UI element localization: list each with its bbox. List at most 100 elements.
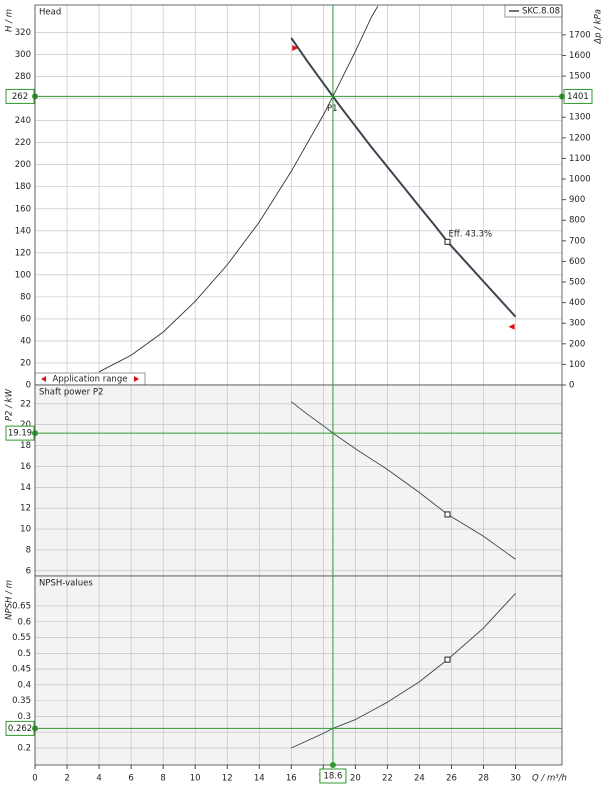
- y-tick-label: 120: [15, 248, 31, 258]
- y2-tick-label: 700: [569, 236, 585, 246]
- y-tick-label: 0.65: [12, 601, 31, 611]
- y-tick-label: 60: [20, 314, 31, 324]
- legend-label: SKC.8.08: [522, 7, 560, 17]
- x-axis-label: Q / m³/h: [532, 774, 567, 784]
- y2-axis-label: Δp / kPa: [594, 9, 604, 45]
- y-tick-label: 6: [26, 566, 31, 576]
- y-tick-label: 40: [20, 336, 31, 346]
- y2-tick-label: 1700: [569, 30, 591, 40]
- y-tick-label: 0.5: [17, 649, 31, 659]
- y2-tick-label: 800: [569, 216, 585, 226]
- y-axis-label: H / m: [5, 9, 15, 32]
- range-flag: [292, 45, 299, 52]
- x-tick-label: 2: [64, 774, 69, 784]
- range-flag: [508, 323, 515, 330]
- x-tick-label: 4: [96, 774, 101, 784]
- y2-tick-label: 900: [569, 195, 585, 205]
- y-tick-label: 22: [20, 399, 31, 409]
- y-tick-label: 10: [20, 525, 31, 535]
- y-tick-label: 20: [20, 358, 31, 368]
- y2-tick-label: 1500: [569, 72, 591, 82]
- y2-tick-label: 100: [569, 360, 585, 370]
- value-box: [319, 768, 347, 784]
- panel-border: [34, 575, 563, 766]
- duty-marker: [444, 238, 451, 245]
- panel-background: [35, 576, 562, 765]
- range-arrow: [134, 376, 139, 382]
- y-tick-label: 0.2: [17, 743, 31, 753]
- panel-title: Shaft power P2: [39, 388, 103, 398]
- y-tick-label: 80: [20, 292, 31, 302]
- series-line: [98, 5, 379, 373]
- range-arrow: [41, 376, 46, 382]
- y-tick-label: 18: [20, 441, 31, 451]
- y2-tick-label: 1100: [569, 154, 591, 164]
- operating-value: 262: [12, 92, 28, 102]
- y-tick-label: 0.35: [12, 696, 31, 706]
- duty-marker: [444, 656, 451, 663]
- panel-background: [35, 385, 562, 576]
- operating-value: 0.262: [8, 724, 32, 734]
- x-tick-label: 20: [350, 774, 361, 784]
- y2-tick-label: 500: [569, 278, 585, 288]
- y-tick-label: 280: [15, 72, 31, 82]
- operating-value: 19.19: [8, 429, 32, 439]
- operating-value: 18.6: [323, 772, 342, 782]
- x-tick-label: 28: [478, 774, 489, 784]
- x-tick-label: 0: [32, 774, 37, 784]
- y-axis-label: NPSH / m: [5, 580, 15, 620]
- y2-tick-label: 300: [569, 319, 585, 329]
- y2-tick-label: 1200: [569, 133, 591, 143]
- y-tick-label: 20: [20, 420, 31, 430]
- y-tick-label: 0.4: [17, 680, 31, 690]
- series-line: [291, 401, 516, 560]
- y-tick-label: 220: [15, 138, 31, 148]
- y-tick-label: 0.55: [12, 633, 31, 643]
- panel-title: NPSH-values: [39, 579, 93, 589]
- operating-dot: [329, 762, 336, 768]
- y-tick-label: 0.6: [17, 617, 31, 627]
- x-tick-label: 6: [128, 774, 133, 784]
- y2-tick-label: 200: [569, 339, 585, 349]
- y-tick-label: 240: [15, 116, 31, 126]
- y-tick-label: 8: [26, 545, 31, 555]
- y-tick-label: 100: [15, 270, 31, 280]
- y-tick-label: 160: [15, 204, 31, 214]
- y-tick-label: 0: [26, 381, 31, 391]
- x-tick-label: 16: [286, 774, 297, 784]
- y-tick-label: 140: [15, 226, 31, 236]
- operating-label: P1: [327, 104, 338, 114]
- y2-tick-label: 600: [569, 257, 585, 267]
- x-tick-label: 24: [414, 774, 425, 784]
- x-tick-label: 30: [510, 774, 521, 784]
- y2-tick-label: 1600: [569, 51, 591, 61]
- y-tick-label: 200: [15, 160, 31, 170]
- x-tick-label: 14: [254, 774, 265, 784]
- y-tick-label: 14: [20, 483, 31, 493]
- x-tick-label: 12: [222, 774, 233, 784]
- y-tick-label: 12: [20, 504, 31, 514]
- x-tick-label: 8: [160, 774, 165, 784]
- y-tick-label: 320: [15, 28, 31, 38]
- x-tick-label: 26: [446, 774, 457, 784]
- series-line: [290, 37, 517, 318]
- y2-tick-label: 1000: [569, 175, 591, 185]
- x-tick-label: 22: [382, 774, 393, 784]
- y-tick-label: 16: [20, 462, 31, 472]
- duty-marker: [444, 511, 451, 518]
- y-tick-label: 0.45: [12, 665, 31, 675]
- y-tick-label: 180: [15, 182, 31, 192]
- x-tick-label: 10: [190, 774, 201, 784]
- y2-tick-label: 400: [569, 298, 585, 308]
- application-range-label: Application range: [53, 375, 128, 385]
- panel-background: [35, 5, 562, 385]
- y-tick-label: 0.3: [17, 712, 31, 722]
- y-axis-label: P2 / kW: [5, 388, 15, 421]
- series-line: [291, 593, 516, 749]
- marker-label: Eff. 43.3%: [448, 229, 492, 239]
- y2-tick-label: 1300: [569, 113, 591, 123]
- y-tick-label: 300: [15, 50, 31, 60]
- operating-value: 1401: [567, 92, 589, 102]
